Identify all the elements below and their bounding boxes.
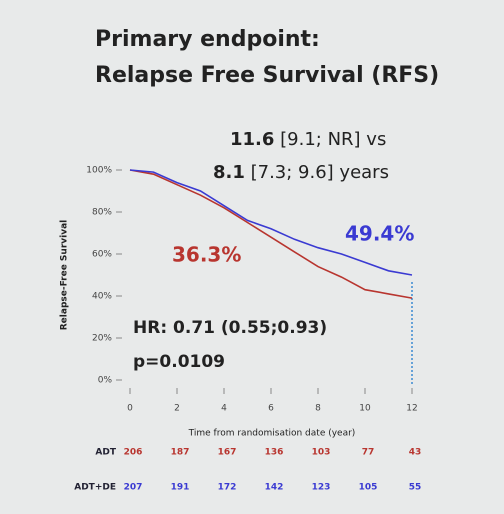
median-bold: 11.6 xyxy=(230,129,274,150)
y-tick-label: 40% xyxy=(92,292,112,302)
annotation: 49.4% xyxy=(345,222,414,246)
risk-count: 187 xyxy=(171,448,190,458)
risk-count: 103 xyxy=(312,448,331,458)
risk-count: 191 xyxy=(171,483,190,493)
annotation: 11.6 [9.1; NR] vs xyxy=(230,129,386,150)
y-tick-label: 80% xyxy=(92,208,112,218)
x-tick-label: 2 xyxy=(174,404,180,414)
y-axis-label: Relapse-Free Survival xyxy=(60,220,70,331)
risk-count: 136 xyxy=(265,448,284,458)
risk-count: 207 xyxy=(124,483,143,493)
median-rest: [9.1; NR] vs xyxy=(274,129,386,150)
x-tick-label: 10 xyxy=(359,404,371,414)
risk-count: 123 xyxy=(312,483,331,493)
annotation: p=0.0109 xyxy=(133,352,225,372)
annotation: 36.3% xyxy=(172,243,241,267)
risk-count: 172 xyxy=(218,483,237,493)
annotation: 8.1 [7.3; 9.6] years xyxy=(213,162,389,183)
x-tick-label: 8 xyxy=(315,404,321,414)
y-tick-label: 0% xyxy=(98,376,113,386)
y-tick-label: 100% xyxy=(86,166,112,176)
risk-count: 167 xyxy=(218,448,237,458)
x-tick-label: 12 xyxy=(406,404,417,414)
x-axis-label: Time from randomisation date (year) xyxy=(188,429,356,439)
annotation: HR: 0.71 (0.55;0.93) xyxy=(133,318,327,338)
chart-title: Primary endpoint: xyxy=(95,27,320,52)
risk-count: 77 xyxy=(362,448,375,458)
median-rest: [7.3; 9.6] years xyxy=(245,162,389,183)
x-tick-label: 4 xyxy=(221,404,227,414)
chart-subtitle: Relapse Free Survival (RFS) xyxy=(95,63,439,88)
y-tick-label: 20% xyxy=(92,334,112,344)
x-tick-label: 0 xyxy=(127,404,133,414)
y-tick-label: 60% xyxy=(92,250,112,260)
survival-curve xyxy=(129,169,413,299)
risk-count: 55 xyxy=(409,483,422,493)
risk-count: 206 xyxy=(124,448,143,458)
survival-curve xyxy=(129,169,413,276)
risk-count: 43 xyxy=(409,448,422,458)
risk-row-label: ADT+DE xyxy=(74,483,116,493)
x-tick-label: 6 xyxy=(268,404,274,414)
median-bold: 8.1 xyxy=(213,162,245,183)
risk-row-label: ADT xyxy=(95,448,116,458)
risk-count: 142 xyxy=(265,483,284,493)
risk-count: 105 xyxy=(359,483,378,493)
